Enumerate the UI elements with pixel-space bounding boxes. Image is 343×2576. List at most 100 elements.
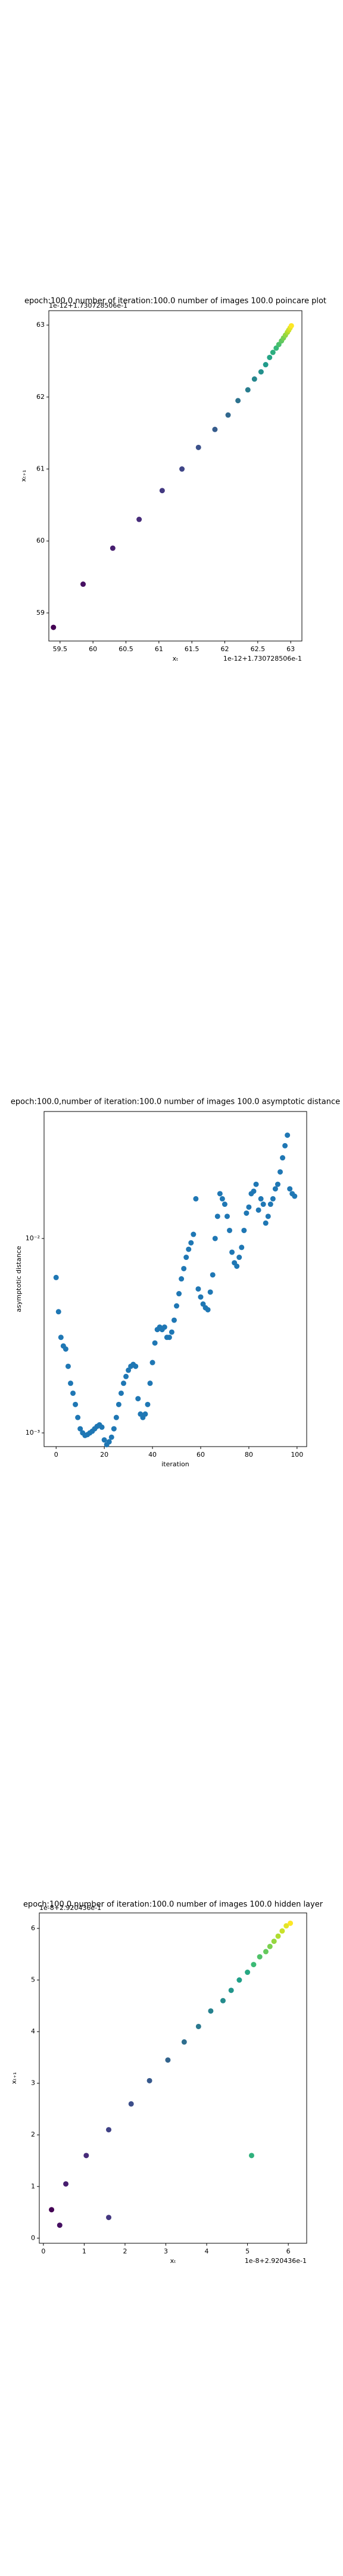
point	[147, 1380, 153, 1386]
point	[63, 1346, 68, 1352]
point	[195, 444, 201, 450]
point	[285, 1132, 291, 1138]
point	[248, 2153, 254, 2159]
point	[75, 1414, 81, 1420]
point	[283, 1923, 289, 1929]
y-tick-label: 6	[31, 1924, 35, 1932]
point	[228, 1987, 234, 1993]
point	[263, 362, 269, 368]
point	[279, 1928, 285, 1934]
x-axis-label: xₜ	[170, 2257, 176, 2265]
x-tick-label: 100	[291, 1451, 303, 1459]
x-axis-label: xₜ	[173, 655, 179, 662]
x-tick-label: 0	[54, 1451, 58, 1459]
point	[229, 1249, 235, 1255]
point	[146, 2077, 152, 2083]
point	[227, 1227, 233, 1233]
point	[267, 1202, 273, 1208]
x-tick-label: 60.5	[119, 645, 133, 653]
point	[106, 1439, 112, 1445]
y-tick-label: 59	[36, 609, 45, 617]
point	[80, 581, 86, 587]
point	[251, 1188, 257, 1194]
chart-title: epoch:100.0,number of iteration:100.0 nu…	[11, 1098, 340, 1107]
x-offset: 1e-8+2.920436e-1	[245, 2257, 307, 2265]
x-tick-label: 62.5	[251, 645, 266, 653]
point	[152, 1340, 158, 1346]
point	[73, 1401, 79, 1407]
point	[292, 1193, 298, 1199]
point	[111, 1426, 117, 1432]
x-tick-label: 20	[100, 1451, 108, 1459]
point	[171, 1317, 177, 1323]
point	[110, 545, 116, 551]
point	[70, 1390, 76, 1396]
y-tick-label: 5	[31, 1976, 35, 1984]
point	[149, 1360, 155, 1366]
point	[123, 1373, 129, 1379]
point	[106, 2127, 112, 2133]
point	[271, 1939, 277, 1945]
point	[246, 1204, 252, 1210]
point	[210, 1272, 216, 1278]
point	[121, 1380, 127, 1386]
point	[161, 1324, 167, 1330]
point	[181, 1265, 187, 1271]
y-offset: 1e-8+2.920436e-1	[39, 1904, 101, 1912]
point	[63, 2181, 69, 2187]
point	[235, 398, 241, 404]
point	[106, 2215, 112, 2221]
point	[55, 1309, 61, 1315]
point	[165, 2057, 171, 2063]
point	[255, 1207, 261, 1213]
x-tick-label: 59.5	[53, 645, 68, 653]
y-tick-label: 60	[36, 537, 45, 544]
point	[236, 1255, 242, 1261]
point	[128, 2101, 134, 2107]
point	[251, 376, 257, 382]
point	[179, 1276, 185, 1282]
point	[251, 1962, 257, 1968]
point	[239, 1244, 245, 1250]
point	[108, 1434, 114, 1440]
point	[265, 1213, 271, 1219]
point	[270, 349, 276, 355]
point	[176, 1291, 182, 1297]
y-axis-label: xₜ₊₁	[20, 470, 27, 482]
point	[179, 466, 185, 472]
x-tick-label: 3	[164, 2247, 168, 2255]
point	[270, 1196, 276, 1202]
x-tick-label: 63	[286, 645, 295, 653]
point	[253, 1181, 259, 1187]
point	[263, 1949, 269, 1955]
point	[241, 1227, 247, 1233]
x-tick-label: 40	[148, 1451, 157, 1459]
point	[53, 1274, 59, 1280]
point	[188, 1240, 194, 1246]
point	[136, 516, 142, 522]
point	[135, 1396, 141, 1402]
point	[258, 369, 264, 375]
point	[65, 1363, 71, 1369]
point	[126, 1367, 132, 1373]
x-tick-label: 0	[41, 2247, 45, 2255]
y-offset: 1e-12+1.730728506e-1	[49, 302, 127, 309]
y-tick-label: 10⁻³	[26, 1429, 40, 1436]
x-axis-label: iteration	[161, 1460, 189, 1468]
point	[83, 2153, 89, 2159]
point	[245, 387, 251, 393]
point	[58, 1335, 64, 1340]
x-tick-label: 61.5	[185, 645, 199, 653]
point	[174, 1303, 180, 1309]
point	[77, 1426, 83, 1432]
x-tick-label: 5	[245, 2247, 250, 2255]
point	[68, 1380, 74, 1386]
point	[224, 1213, 230, 1219]
x-tick-label: 60	[197, 1451, 205, 1459]
point	[212, 426, 218, 432]
y-tick-label: 63	[36, 321, 45, 329]
point	[214, 1213, 220, 1219]
x-tick-label: 60	[89, 645, 97, 653]
point	[181, 2039, 187, 2045]
y-tick-label: 1	[31, 2182, 35, 2190]
